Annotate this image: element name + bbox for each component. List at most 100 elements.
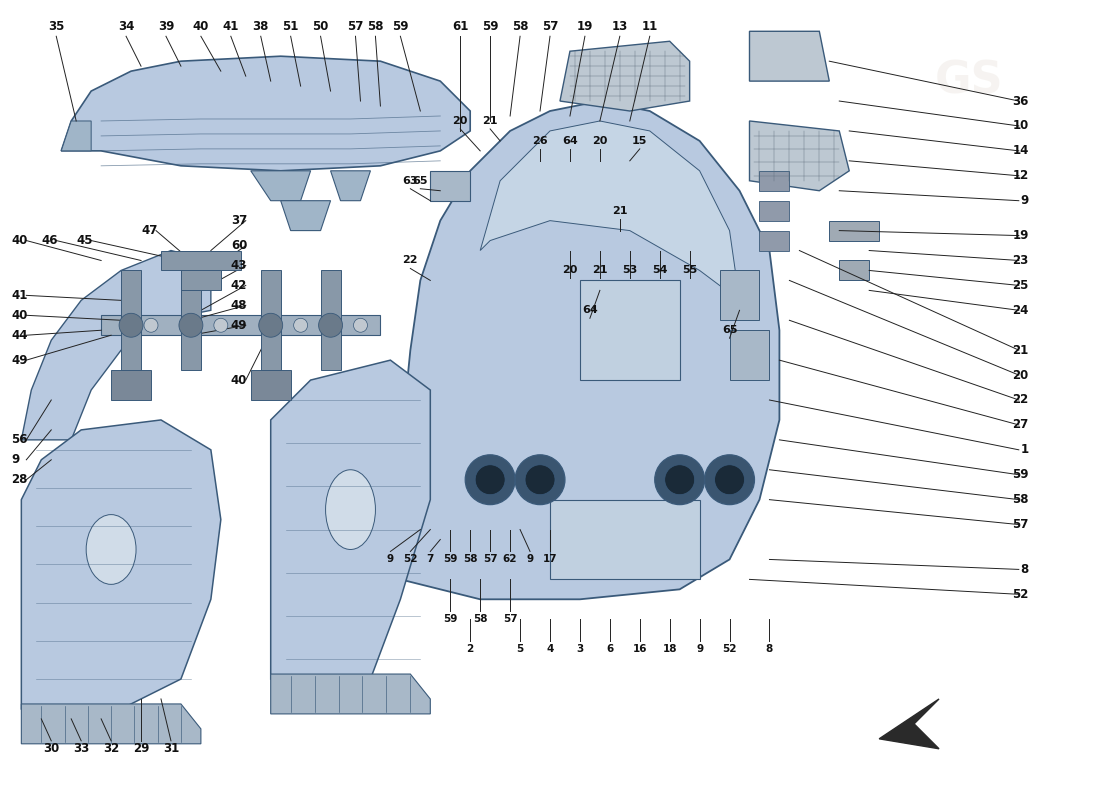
Text: 20: 20 bbox=[452, 116, 468, 126]
Text: 65: 65 bbox=[412, 176, 428, 186]
Text: 58: 58 bbox=[473, 614, 487, 624]
Text: 34: 34 bbox=[118, 20, 134, 33]
Text: 59: 59 bbox=[1012, 468, 1028, 482]
Text: 20: 20 bbox=[1012, 369, 1028, 382]
Text: 36: 36 bbox=[1012, 94, 1028, 107]
Text: 55: 55 bbox=[682, 266, 697, 275]
Text: 59: 59 bbox=[443, 554, 458, 565]
Text: 53: 53 bbox=[623, 266, 637, 275]
Text: 9: 9 bbox=[387, 554, 394, 565]
Circle shape bbox=[664, 465, 694, 494]
Polygon shape bbox=[759, 170, 790, 190]
Text: 7: 7 bbox=[427, 554, 434, 565]
Polygon shape bbox=[829, 221, 879, 241]
Text: 24: 24 bbox=[1012, 304, 1028, 317]
Text: 40: 40 bbox=[231, 374, 248, 386]
Text: 31: 31 bbox=[163, 742, 179, 755]
Text: 20: 20 bbox=[592, 136, 607, 146]
Polygon shape bbox=[62, 56, 470, 170]
Text: 6: 6 bbox=[606, 644, 614, 654]
Text: 10: 10 bbox=[1012, 119, 1028, 133]
Text: 40: 40 bbox=[11, 309, 28, 322]
Text: 35: 35 bbox=[48, 20, 65, 33]
Text: 41: 41 bbox=[222, 20, 239, 33]
Circle shape bbox=[715, 465, 745, 494]
Polygon shape bbox=[180, 270, 201, 370]
Text: 20: 20 bbox=[562, 266, 578, 275]
Polygon shape bbox=[839, 261, 869, 281]
Text: 37: 37 bbox=[231, 214, 248, 227]
Text: GS: GS bbox=[935, 60, 1003, 102]
Text: 49: 49 bbox=[231, 318, 248, 332]
Text: 32: 32 bbox=[103, 742, 119, 755]
Polygon shape bbox=[320, 270, 341, 370]
Polygon shape bbox=[280, 201, 331, 230]
Text: 9: 9 bbox=[527, 554, 534, 565]
Text: 1: 1 bbox=[1021, 443, 1028, 456]
Text: 26: 26 bbox=[532, 136, 548, 146]
Polygon shape bbox=[111, 370, 151, 400]
Text: 17: 17 bbox=[542, 554, 558, 565]
Polygon shape bbox=[759, 230, 790, 250]
Text: 38: 38 bbox=[253, 20, 268, 33]
Circle shape bbox=[258, 314, 283, 338]
Text: 47: 47 bbox=[141, 224, 157, 237]
Polygon shape bbox=[759, 201, 790, 221]
Text: 8: 8 bbox=[1021, 563, 1028, 576]
Text: 9: 9 bbox=[1021, 194, 1028, 207]
Text: 45: 45 bbox=[76, 234, 92, 247]
Polygon shape bbox=[101, 315, 381, 335]
Text: 40: 40 bbox=[11, 234, 28, 247]
Text: 52: 52 bbox=[723, 644, 737, 654]
Text: a passion for parts: a passion for parts bbox=[433, 479, 667, 560]
Text: 30: 30 bbox=[43, 742, 59, 755]
Text: 5: 5 bbox=[517, 644, 524, 654]
Polygon shape bbox=[271, 674, 430, 714]
Circle shape bbox=[525, 465, 556, 494]
Text: 64: 64 bbox=[582, 306, 597, 315]
Text: 33: 33 bbox=[73, 742, 89, 755]
Text: 22: 22 bbox=[403, 255, 418, 266]
Circle shape bbox=[294, 318, 308, 332]
Polygon shape bbox=[749, 31, 829, 81]
Text: 4: 4 bbox=[547, 644, 553, 654]
Circle shape bbox=[353, 318, 367, 332]
Text: 27: 27 bbox=[1012, 418, 1028, 431]
Text: 60: 60 bbox=[231, 239, 248, 252]
Text: 64: 64 bbox=[562, 136, 578, 146]
Polygon shape bbox=[271, 360, 430, 679]
Text: 39: 39 bbox=[157, 20, 174, 33]
Text: 58: 58 bbox=[1012, 493, 1028, 506]
Text: 57: 57 bbox=[542, 20, 558, 33]
Circle shape bbox=[475, 465, 505, 494]
Circle shape bbox=[515, 455, 565, 505]
Text: 19: 19 bbox=[576, 20, 593, 33]
Polygon shape bbox=[560, 42, 690, 111]
Text: 65: 65 bbox=[722, 326, 737, 335]
Text: 63: 63 bbox=[403, 176, 418, 186]
Text: 48: 48 bbox=[231, 299, 248, 312]
Text: 58: 58 bbox=[512, 20, 528, 33]
Text: 21: 21 bbox=[483, 116, 498, 126]
Polygon shape bbox=[21, 704, 201, 744]
Text: 21: 21 bbox=[592, 266, 607, 275]
Circle shape bbox=[144, 318, 158, 332]
Polygon shape bbox=[261, 270, 280, 370]
Text: 3: 3 bbox=[576, 644, 583, 654]
Text: 52: 52 bbox=[403, 554, 418, 565]
Text: 25: 25 bbox=[1012, 279, 1028, 292]
Polygon shape bbox=[400, 101, 780, 599]
Circle shape bbox=[705, 455, 755, 505]
Text: 59: 59 bbox=[392, 20, 408, 33]
Polygon shape bbox=[251, 170, 310, 201]
Text: 50: 50 bbox=[312, 20, 329, 33]
Circle shape bbox=[179, 314, 202, 338]
Text: 14: 14 bbox=[1012, 144, 1028, 158]
Polygon shape bbox=[719, 270, 759, 320]
Text: 62: 62 bbox=[503, 554, 517, 565]
Text: 19: 19 bbox=[1012, 229, 1028, 242]
Circle shape bbox=[119, 314, 143, 338]
Text: 52: 52 bbox=[1012, 588, 1028, 601]
Text: 44: 44 bbox=[11, 329, 28, 342]
Polygon shape bbox=[580, 281, 680, 380]
